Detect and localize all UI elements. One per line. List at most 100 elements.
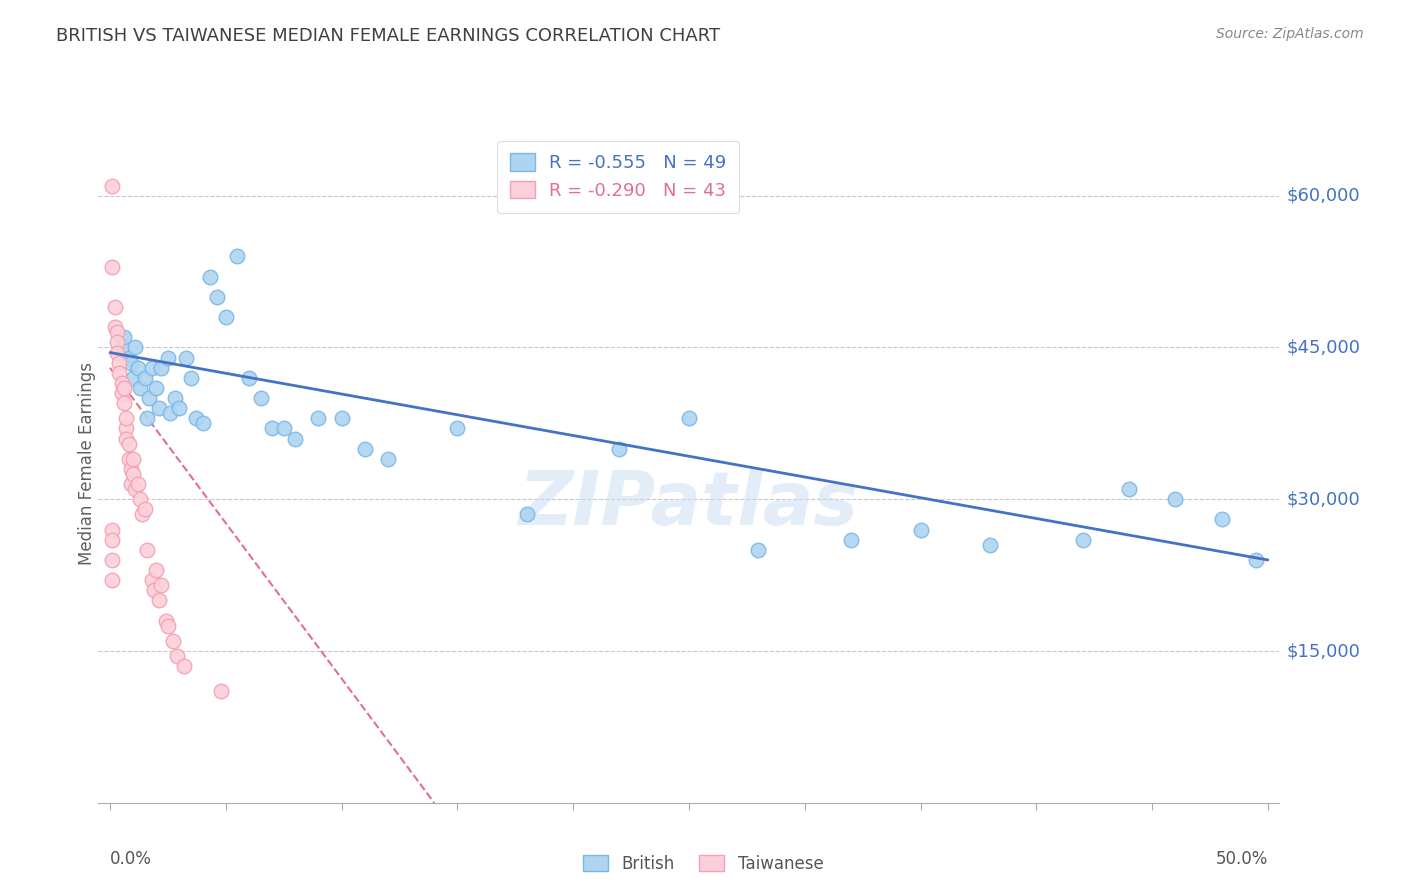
Point	[446, 421, 468, 435]
Text: 0.0%: 0.0%	[110, 850, 152, 868]
Y-axis label: Median Female Earnings: Median Female Earnings	[79, 362, 96, 566]
Point	[101, 533, 124, 547]
Point	[166, 649, 188, 664]
Point	[112, 330, 135, 344]
Text: BRITISH VS TAIWANESE MEDIAN FEMALE EARNINGS CORRELATION CHART: BRITISH VS TAIWANESE MEDIAN FEMALE EARNI…	[56, 27, 720, 45]
Point	[129, 492, 152, 507]
Point	[110, 376, 132, 390]
Point	[101, 260, 124, 274]
Point	[330, 411, 353, 425]
Text: $30,000: $30,000	[1286, 491, 1360, 508]
Point	[262, 421, 284, 435]
Point	[115, 421, 138, 435]
Point	[1071, 533, 1094, 547]
Text: Source: ZipAtlas.com: Source: ZipAtlas.com	[1216, 27, 1364, 41]
Point	[136, 411, 159, 425]
Point	[108, 356, 131, 370]
Point	[105, 335, 128, 350]
Point	[145, 563, 167, 577]
Point	[516, 508, 538, 522]
Point	[117, 351, 139, 365]
Point	[173, 659, 195, 673]
Point	[205, 290, 228, 304]
Point	[377, 451, 399, 466]
Point	[134, 502, 156, 516]
Point	[122, 451, 145, 466]
Point	[136, 542, 159, 557]
Point	[169, 401, 191, 416]
Point	[284, 432, 307, 446]
Point	[249, 391, 271, 405]
Point	[678, 411, 700, 425]
Point	[184, 411, 207, 425]
Point	[101, 523, 124, 537]
Point	[101, 553, 124, 567]
Point	[105, 326, 128, 340]
Point	[112, 381, 135, 395]
Point	[117, 451, 139, 466]
Point	[353, 442, 375, 456]
Point	[101, 573, 124, 587]
Point	[131, 508, 153, 522]
Point	[108, 366, 131, 380]
Point	[307, 411, 329, 425]
Point	[124, 341, 146, 355]
Point	[141, 360, 163, 375]
Point	[162, 634, 184, 648]
Point	[112, 396, 135, 410]
Point	[609, 442, 631, 456]
Point	[141, 573, 163, 587]
Point	[148, 401, 170, 416]
Text: $15,000: $15,000	[1286, 642, 1361, 660]
Point	[156, 618, 179, 632]
Point	[1164, 492, 1187, 507]
Point	[747, 542, 769, 557]
Point	[138, 391, 160, 405]
Text: 50.0%: 50.0%	[1216, 850, 1268, 868]
Point	[122, 371, 145, 385]
Point	[120, 477, 142, 491]
Point	[149, 360, 172, 375]
Point	[101, 178, 124, 193]
Point	[148, 593, 170, 607]
Point	[238, 371, 260, 385]
Point	[163, 391, 186, 405]
Point	[149, 578, 172, 592]
Point	[105, 345, 128, 359]
Text: $45,000: $45,000	[1286, 338, 1361, 357]
Point	[159, 406, 181, 420]
Point	[145, 381, 167, 395]
Text: $60,000: $60,000	[1286, 186, 1360, 204]
Point	[127, 477, 149, 491]
Point	[110, 341, 132, 355]
Point	[209, 684, 232, 698]
Legend: R = -0.555   N = 49, R = -0.290   N = 43: R = -0.555 N = 49, R = -0.290 N = 43	[496, 141, 740, 212]
Point	[156, 351, 179, 365]
Point	[198, 269, 221, 284]
Point	[110, 386, 132, 401]
Point	[143, 583, 166, 598]
Point	[134, 371, 156, 385]
Point	[191, 417, 214, 431]
Point	[979, 538, 1001, 552]
Point	[1211, 512, 1233, 526]
Point	[180, 371, 202, 385]
Point	[839, 533, 862, 547]
Point	[117, 436, 139, 450]
Point	[115, 411, 138, 425]
Point	[124, 482, 146, 496]
Point	[129, 381, 152, 395]
Point	[155, 614, 177, 628]
Point	[122, 467, 145, 481]
Point	[1118, 482, 1140, 496]
Legend: British, Taiwanese: British, Taiwanese	[576, 848, 830, 880]
Text: ZIPatlas: ZIPatlas	[519, 468, 859, 541]
Point	[104, 320, 127, 334]
Point	[127, 360, 149, 375]
Point	[910, 523, 932, 537]
Point	[104, 300, 127, 314]
Point	[120, 356, 142, 370]
Point	[215, 310, 238, 325]
Point	[120, 462, 142, 476]
Point	[1246, 553, 1268, 567]
